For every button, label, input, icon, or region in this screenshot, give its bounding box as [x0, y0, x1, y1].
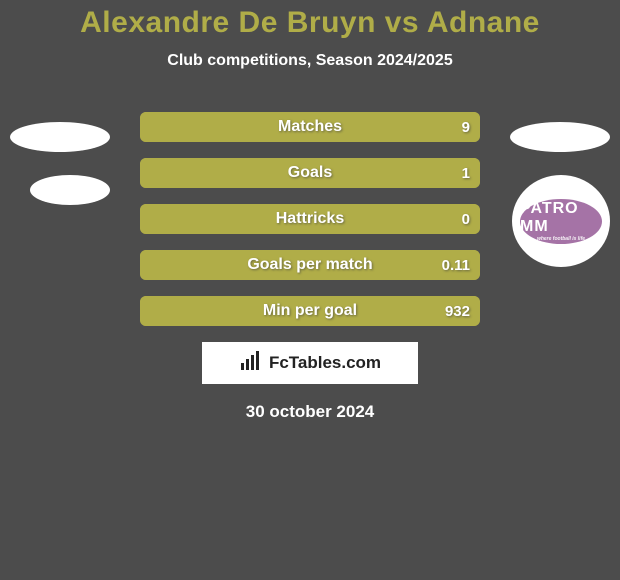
bar-matches: Matches 9	[140, 112, 480, 142]
bar-label: Hattricks	[140, 210, 480, 228]
attribution-box: FcTables.com	[202, 342, 418, 384]
bar-value: 1	[462, 165, 470, 182]
bar-value: 932	[445, 303, 470, 320]
bar-value: 0.11	[442, 257, 470, 274]
attribution-text: FcTables.com	[269, 353, 381, 373]
bar-goals: Goals 1	[140, 158, 480, 188]
bar-value: 0	[462, 211, 470, 228]
date-text: 30 october 2024	[0, 402, 620, 422]
bar-min-per-goal: Min per goal 932	[140, 296, 480, 326]
page-title: Alexandre De Bruyn vs Adnane	[0, 6, 620, 40]
bar-label: Goals	[140, 164, 480, 182]
subtitle: Club competitions, Season 2024/2025	[0, 52, 620, 70]
content-wrap: Alexandre De Bruyn vs Adnane Club compet…	[0, 0, 620, 422]
stat-bars: Matches 9 Goals 1 Hattricks 0 Goals per …	[140, 112, 480, 326]
bar-value: 9	[462, 119, 470, 136]
chart-icon	[239, 349, 263, 378]
bar-label: Goals per match	[140, 256, 480, 274]
bar-goals-per-match: Goals per match 0.11	[140, 250, 480, 280]
bar-label: Min per goal	[140, 302, 480, 320]
bar-hattricks: Hattricks 0	[140, 204, 480, 234]
bar-label: Matches	[140, 118, 480, 136]
